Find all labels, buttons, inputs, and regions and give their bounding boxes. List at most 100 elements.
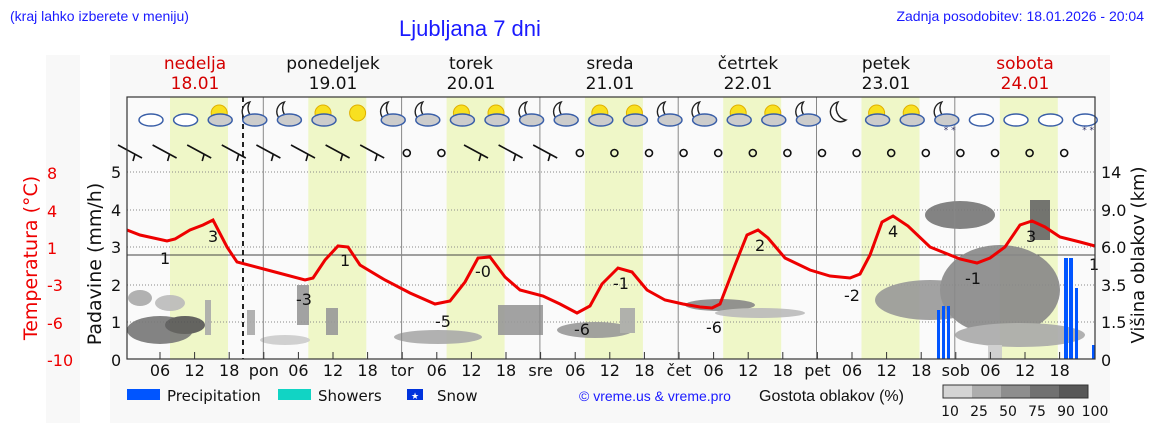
svg-text:4: 4 [47, 202, 57, 221]
svg-text:* *: * * [944, 126, 956, 136]
night-cloudy-icon [656, 100, 683, 127]
night-cloudy-icon [379, 100, 406, 127]
x-tick-label: 12 [184, 361, 204, 380]
svg-text:-3: -3 [47, 276, 63, 295]
sun-cloud-icon [311, 104, 337, 127]
sunny-icon [349, 104, 367, 122]
copyright-link: © vreme.us & vreme.pro [579, 388, 731, 404]
plot-frame [126, 96, 1096, 360]
precip-axis-label: Padavine (mm/h) [84, 183, 106, 346]
svg-text:3: 3 [208, 227, 218, 246]
sun-cloud-icon [449, 104, 476, 127]
precipitation-swatch [127, 389, 160, 400]
night-cloudy-icon [276, 100, 303, 127]
showers-swatch [278, 389, 311, 400]
wind-row [117, 144, 1069, 162]
page-title: Ljubljana 7 dni [399, 16, 541, 41]
svg-text:-10: -10 [47, 351, 73, 370]
x-tick-label: 18 [634, 361, 654, 380]
svg-text:75: 75 [1028, 404, 1046, 420]
precip-axis-ticks: 5 4 3 2 1 0 [111, 163, 121, 370]
svg-text:0: 0 [1101, 351, 1111, 370]
svg-text:-1: -1 [613, 274, 629, 293]
snow-swatch [407, 389, 423, 400]
day-name: torek [449, 54, 493, 74]
svg-text:1: 1 [111, 313, 121, 332]
day-name: sreda [586, 54, 633, 74]
left-axis-background [46, 55, 80, 423]
svg-text:0: 0 [111, 351, 121, 370]
x-tick-label: čet [667, 361, 692, 380]
x-tick-label: 06 [427, 361, 447, 380]
svg-text:50: 50 [999, 404, 1017, 420]
x-tick-label: 06 [150, 361, 170, 380]
svg-text:3: 3 [1026, 227, 1036, 246]
svg-text:4: 4 [888, 222, 898, 241]
cloud-density-label: Gostota oblakov (%) [759, 388, 904, 405]
sun-cloud-icon [761, 104, 787, 127]
day-date: 23.01 [862, 74, 911, 94]
x-tick-label: 12 [600, 361, 620, 380]
svg-text:* *: * * [1082, 126, 1094, 136]
moon-icon [829, 100, 848, 123]
day-date: 19.01 [309, 74, 358, 94]
svg-text:-2: -2 [844, 286, 860, 305]
x-tick-label: 06 [980, 361, 1000, 380]
temperature-axis-ticks: 8 4 1 -3 -6 -10 [47, 164, 73, 370]
day-date: 20.01 [447, 74, 496, 94]
night-snow-icon: * * [933, 100, 960, 136]
x-tick-label: sob [942, 361, 970, 380]
svg-text:-1: -1 [965, 269, 981, 288]
night-cloudy-icon [795, 100, 822, 127]
day-date: 24.01 [1001, 74, 1050, 94]
sun-cloud-icon [899, 104, 925, 127]
cloudy-icon [138, 113, 164, 127]
x-tick-label: tor [391, 361, 414, 380]
cloud-density [127, 200, 1085, 359]
cloudy-icon [1037, 113, 1064, 127]
sun-cloud-icon [588, 104, 614, 127]
x-tick-label: 18 [773, 361, 793, 380]
svg-text:-0: -0 [475, 262, 491, 281]
svg-text:6.0: 6.0 [1101, 238, 1126, 257]
svg-text:3: 3 [111, 238, 121, 257]
cloudy-icon [172, 113, 199, 127]
svg-text:1.5: 1.5 [1101, 313, 1126, 332]
cloudy-icon [968, 113, 995, 127]
svg-text:2: 2 [755, 236, 765, 255]
legend: Precipitation Showers ★ Snow © vreme.us … [127, 384, 1109, 420]
snow-cloudy-icon: * * [1072, 113, 1098, 136]
x-tick-label: 12 [1015, 361, 1035, 380]
snow-star-icon: ★ [411, 392, 419, 402]
x-tick-label: pon [249, 361, 279, 380]
x-tick-label: 12 [323, 361, 343, 380]
x-tick-label: 12 [876, 361, 896, 380]
grid-lines [127, 171, 1095, 323]
sun-cloud-icon [484, 104, 510, 127]
night-cloudy-icon [552, 100, 579, 127]
day-date: 21.01 [586, 74, 635, 94]
svg-text:9.0: 9.0 [1101, 201, 1126, 220]
x-tick-label: 18 [496, 361, 516, 380]
night-cloudy-icon [241, 100, 268, 127]
svg-text:1: 1 [47, 239, 57, 258]
svg-text:2: 2 [111, 276, 121, 295]
x-tick-label: 12 [738, 361, 758, 380]
day-name: sobota [996, 54, 1054, 74]
svg-text:1: 1 [160, 249, 170, 268]
day-date: 18.01 [171, 74, 220, 94]
x-tick-label: 06 [565, 361, 585, 380]
partly-sunny-icon [207, 104, 233, 127]
x-tick-label: sre [528, 361, 552, 380]
svg-text:-5: -5 [435, 312, 451, 331]
legend-snow: Snow [437, 387, 477, 405]
x-axis: 06 12 18 pon 06 12 18 tor 06 12 18 sre 06 12 18 čet 06 12… [150, 352, 1070, 380]
legend-showers: Showers [318, 387, 382, 405]
svg-text:25: 25 [970, 404, 988, 420]
sun-cloud-icon [622, 104, 649, 127]
svg-text:4: 4 [111, 201, 121, 220]
svg-text:-3: -3 [296, 290, 312, 309]
svg-text:100: 100 [1082, 404, 1109, 420]
